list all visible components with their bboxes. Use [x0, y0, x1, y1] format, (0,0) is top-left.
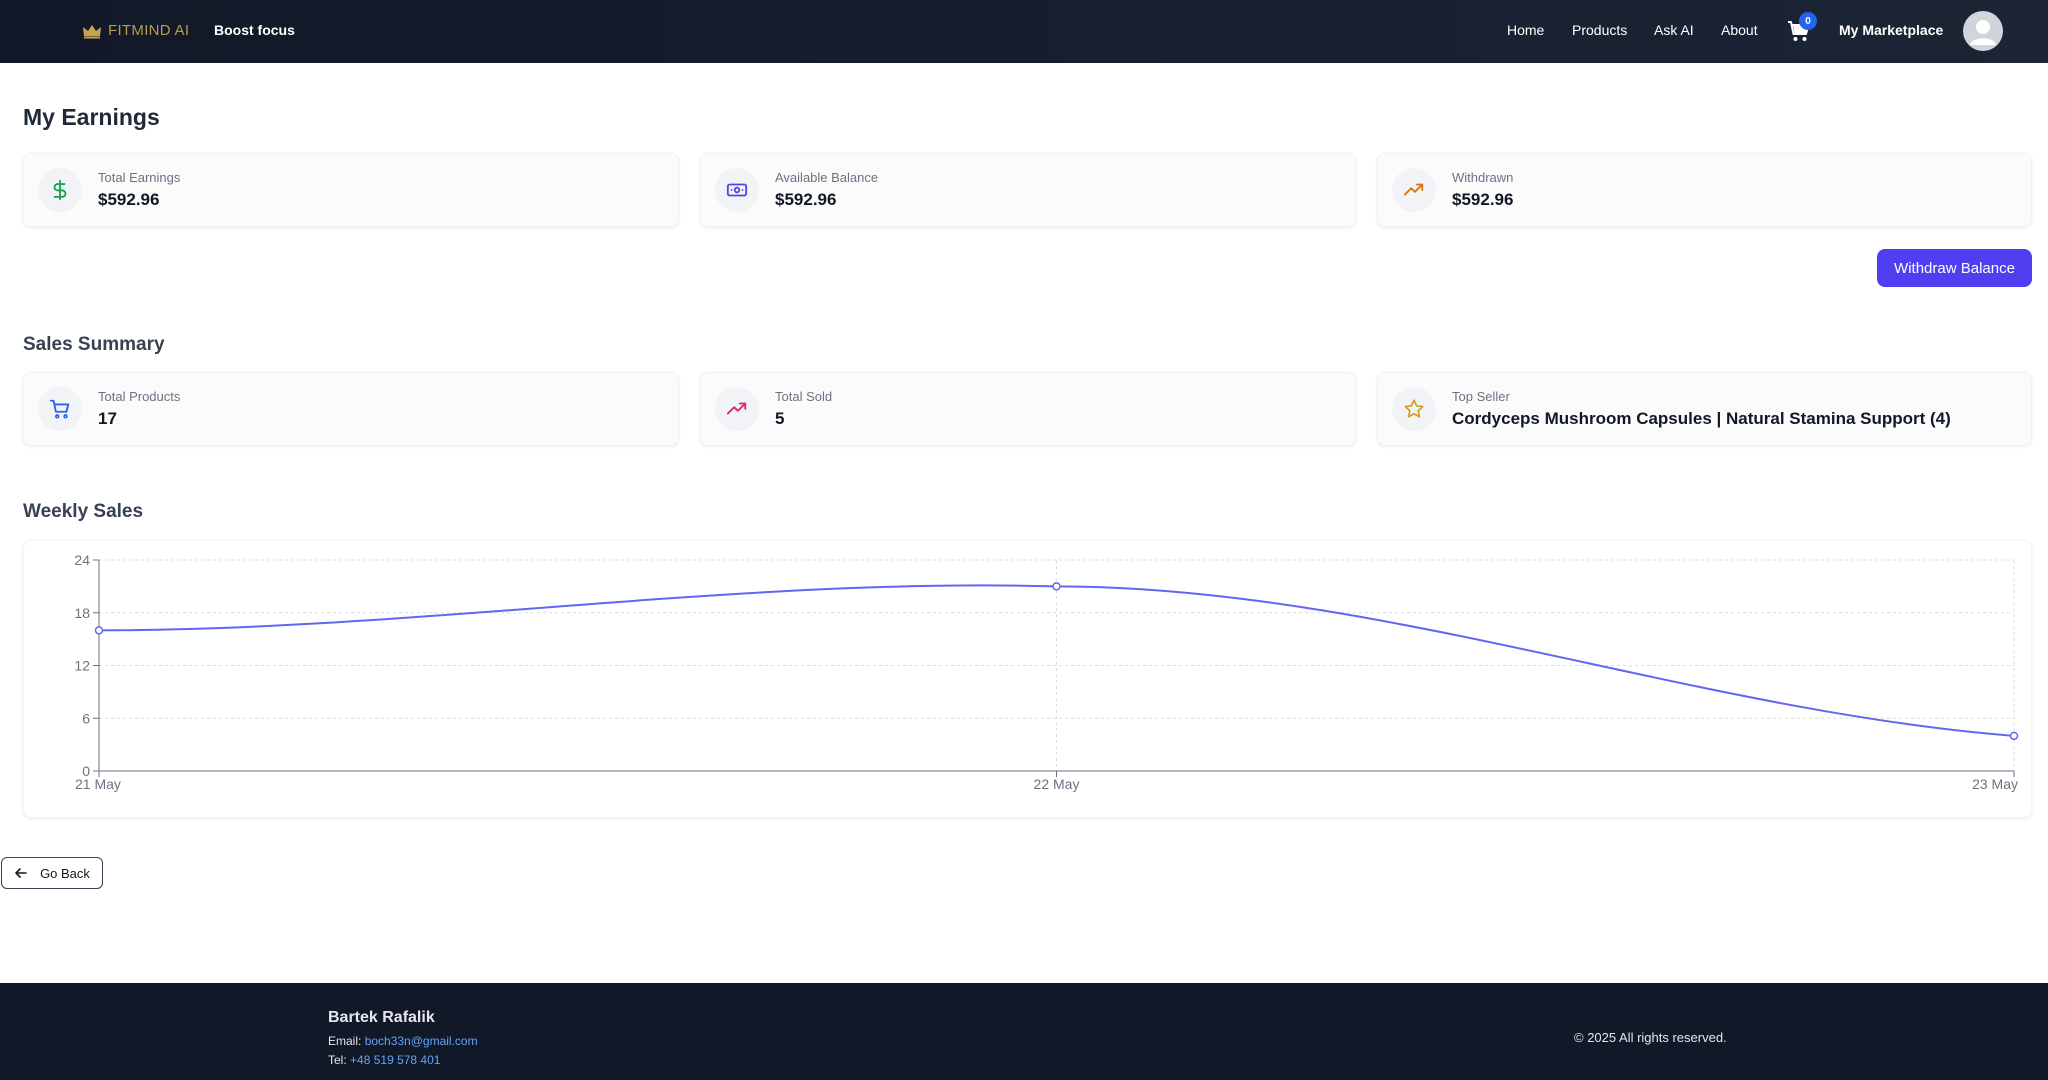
data-point	[2009, 731, 2019, 741]
card-label: Total Earnings	[98, 170, 181, 185]
footer-email-line: Email: boch33n@gmail.com	[328, 1034, 478, 1048]
total-products-card: Total Products 17	[23, 372, 679, 446]
nav-about[interactable]: About	[1721, 22, 1758, 38]
page-title: My Earnings	[23, 104, 160, 130]
sales-summary-title: Sales Summary	[23, 334, 165, 355]
crown-icon	[83, 24, 101, 38]
brand-logo[interactable]: FITMIND AI	[82, 22, 189, 39]
card-value: 17	[98, 409, 117, 428]
footer-tel-label: Tel:	[328, 1053, 347, 1067]
footer-email-link[interactable]: boch33n@gmail.com	[364, 1034, 478, 1048]
card-label: Available Balance	[775, 170, 879, 185]
star-icon	[1392, 387, 1436, 431]
banknote-icon	[715, 168, 759, 212]
footer-tel-line: Tel: +48 519 578 401	[328, 1053, 440, 1067]
y-tick-label: 18	[74, 605, 90, 621]
nav-ask-ai[interactable]: Ask AI	[1654, 22, 1694, 38]
y-tick-label: 6	[82, 710, 90, 726]
arrow-left-icon	[15, 868, 27, 878]
card-value: $592.96	[1452, 190, 1514, 209]
y-tick-label: 24	[74, 552, 90, 568]
x-tick-label: 23 May	[1972, 776, 2018, 792]
card-label: Top Seller	[1452, 389, 1510, 404]
weekly-sales-chart: 0 6 12 18 24 21 May 22 May 23 May	[74, 552, 2019, 792]
series-line	[98, 584, 2015, 737]
withdraw-balance-button[interactable]: Withdraw Balance	[1877, 249, 2032, 287]
nav-home[interactable]: Home	[1507, 22, 1545, 38]
y-tick-label: 12	[74, 658, 90, 674]
card-value: Cordyceps Mushroom Capsules | Natural St…	[1452, 409, 1951, 428]
card-value: 5	[775, 409, 785, 428]
card-value: $592.96	[775, 190, 837, 209]
data-point	[1052, 582, 1061, 591]
cart-icon	[38, 387, 82, 431]
footer-name: Bartek Rafalik	[328, 1009, 435, 1026]
card-value: $592.96	[98, 190, 160, 209]
brand-tagline: Boost focus	[214, 22, 295, 38]
brand-name: FITMIND AI	[108, 22, 190, 39]
available-balance-card: Available Balance $592.96	[700, 153, 1356, 227]
weekly-sales-title: Weekly Sales	[23, 501, 144, 522]
y-tick-label: 0	[82, 763, 90, 779]
total-sold-card: Total Sold 5	[700, 372, 1356, 446]
cart-count-badge: 0	[1799, 12, 1817, 30]
card-label: Total Products	[98, 389, 181, 404]
my-marketplace-link[interactable]: My Marketplace	[1839, 22, 1944, 38]
nav-products[interactable]: Products	[1572, 22, 1628, 38]
card-label: Withdrawn	[1452, 170, 1514, 185]
x-tick-label: 21 May	[75, 776, 121, 792]
weekly-sales-chart-card: 0 6 12 18 24 21 May 22 May 23 May	[23, 540, 2032, 818]
top-seller-card: Top Seller Cordyceps Mushroom Capsules |…	[1377, 372, 2032, 446]
footer-tel-link[interactable]: +48 519 578 401	[350, 1053, 441, 1067]
x-tick-label: 22 May	[1034, 776, 1080, 792]
top-navbar	[0, 0, 2048, 63]
trending-up-icon	[715, 387, 759, 431]
dollar-icon	[38, 168, 82, 212]
trending-up-icon	[1392, 168, 1436, 212]
go-back-button[interactable]: Go Back	[1, 857, 103, 889]
total-earnings-card: Total Earnings $592.96	[23, 153, 679, 227]
go-back-label: Go Back	[40, 865, 90, 881]
footer-email-label: Email:	[328, 1034, 362, 1048]
card-label: Total Sold	[775, 389, 833, 404]
withdrawn-card: Withdrawn $592.96	[1377, 153, 2032, 227]
data-point	[94, 626, 104, 635]
footer-copyright: © 2025 All rights reserved.	[1574, 1030, 1727, 1045]
user-avatar-icon[interactable]	[1963, 11, 2003, 51]
footer	[0, 983, 2048, 1080]
